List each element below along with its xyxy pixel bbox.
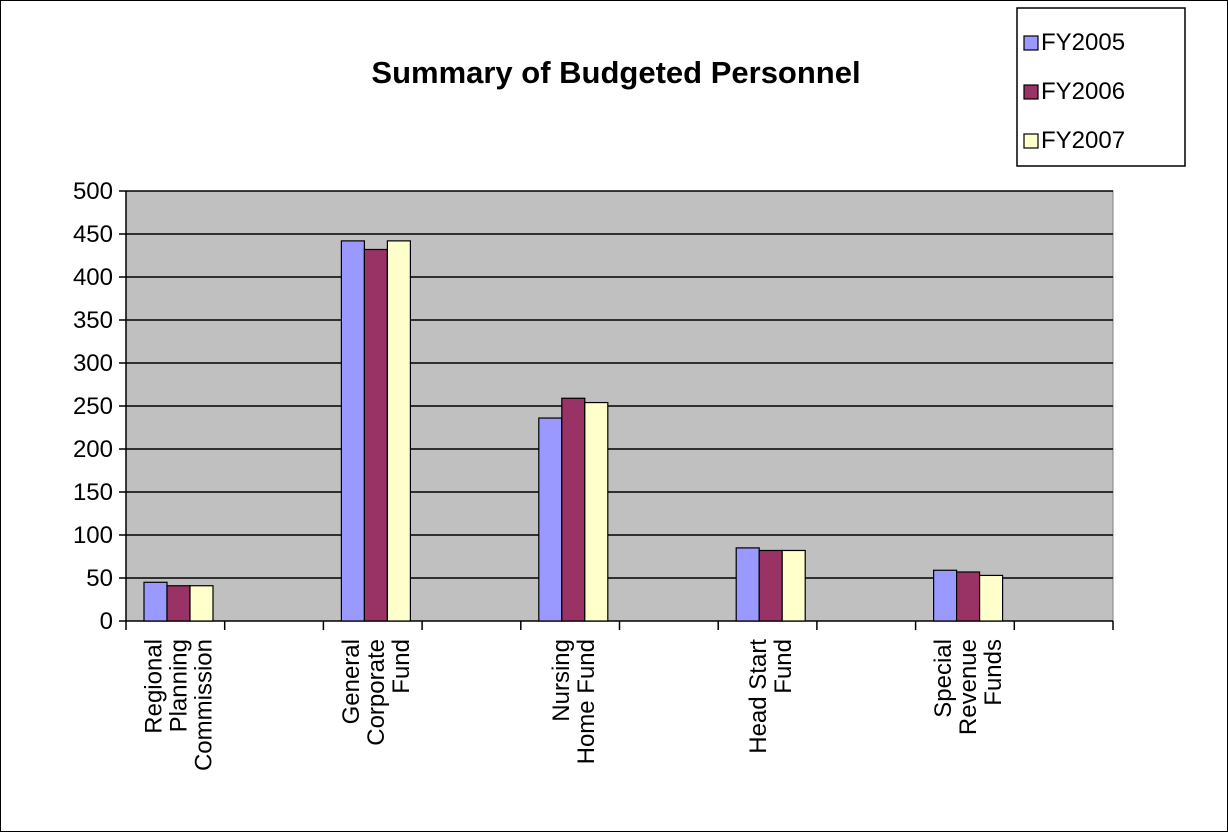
y-tick-label: 200 — [73, 436, 113, 463]
bar-fy2005-0 — [143, 581, 168, 622]
x-category-label: Regional — [141, 639, 168, 734]
bar-fy2007-1 — [386, 240, 411, 622]
y-tick-label: 300 — [73, 350, 113, 377]
y-tick-label: 500 — [73, 178, 113, 205]
x-category-label: General — [338, 639, 365, 724]
x-category-label: Fund — [770, 639, 797, 694]
legend: FY2005 FY2006 FY2007 — [1016, 7, 1186, 167]
y-tick-label: 400 — [73, 264, 113, 291]
legend-swatch-fy2006 — [1023, 84, 1039, 100]
legend-label-fy2006: FY2006 — [1041, 78, 1125, 105]
y-tick-label: 50 — [86, 565, 113, 592]
bar-fy2005-3 — [735, 547, 760, 622]
y-tick-label: 350 — [73, 307, 113, 334]
bar-fy2007-4 — [978, 574, 1004, 622]
x-category-label: Revenue — [955, 639, 982, 735]
y-tick-label: 450 — [73, 221, 113, 248]
x-category-label: Fund — [388, 639, 415, 694]
x-category-label: Home Fund — [573, 639, 600, 764]
y-tick-label: 150 — [73, 479, 113, 506]
chart-title: Summary of Budgeted Personnel — [371, 55, 860, 90]
bar-fy2007-0 — [189, 585, 214, 622]
bar-fy2007-2 — [584, 401, 609, 622]
x-category-label: Head Start — [745, 639, 772, 754]
x-category-label: Corporate — [363, 639, 390, 746]
legend-swatch-fy2007 — [1023, 133, 1039, 149]
y-tick-label: 0 — [100, 608, 113, 635]
x-category-label: Special — [930, 639, 957, 718]
bar-fy2006-3 — [758, 549, 783, 622]
legend-label-fy2007: FY2007 — [1041, 127, 1125, 154]
bar-fy2006-0 — [166, 585, 191, 622]
bar-fy2005-1 — [340, 240, 365, 622]
bar-fy2005-4 — [932, 569, 958, 622]
legend-swatch-fy2005 — [1023, 35, 1039, 51]
x-category-label: Planning — [166, 639, 193, 732]
x-category-label: Funds — [980, 639, 1007, 706]
bar-fy2006-2 — [561, 397, 586, 622]
legend-label-fy2005: FY2005 — [1041, 29, 1125, 56]
x-category-label: Nursing — [548, 639, 575, 722]
bar-fy2006-1 — [363, 248, 388, 622]
x-category-label: Commission — [191, 639, 218, 771]
legend-box — [1016, 7, 1186, 167]
bar-fy2007-3 — [781, 549, 806, 622]
y-tick-label: 100 — [73, 522, 113, 549]
bar-fy2006-4 — [955, 571, 981, 622]
y-tick-label: 250 — [73, 393, 113, 420]
bar-fy2005-2 — [538, 417, 563, 622]
